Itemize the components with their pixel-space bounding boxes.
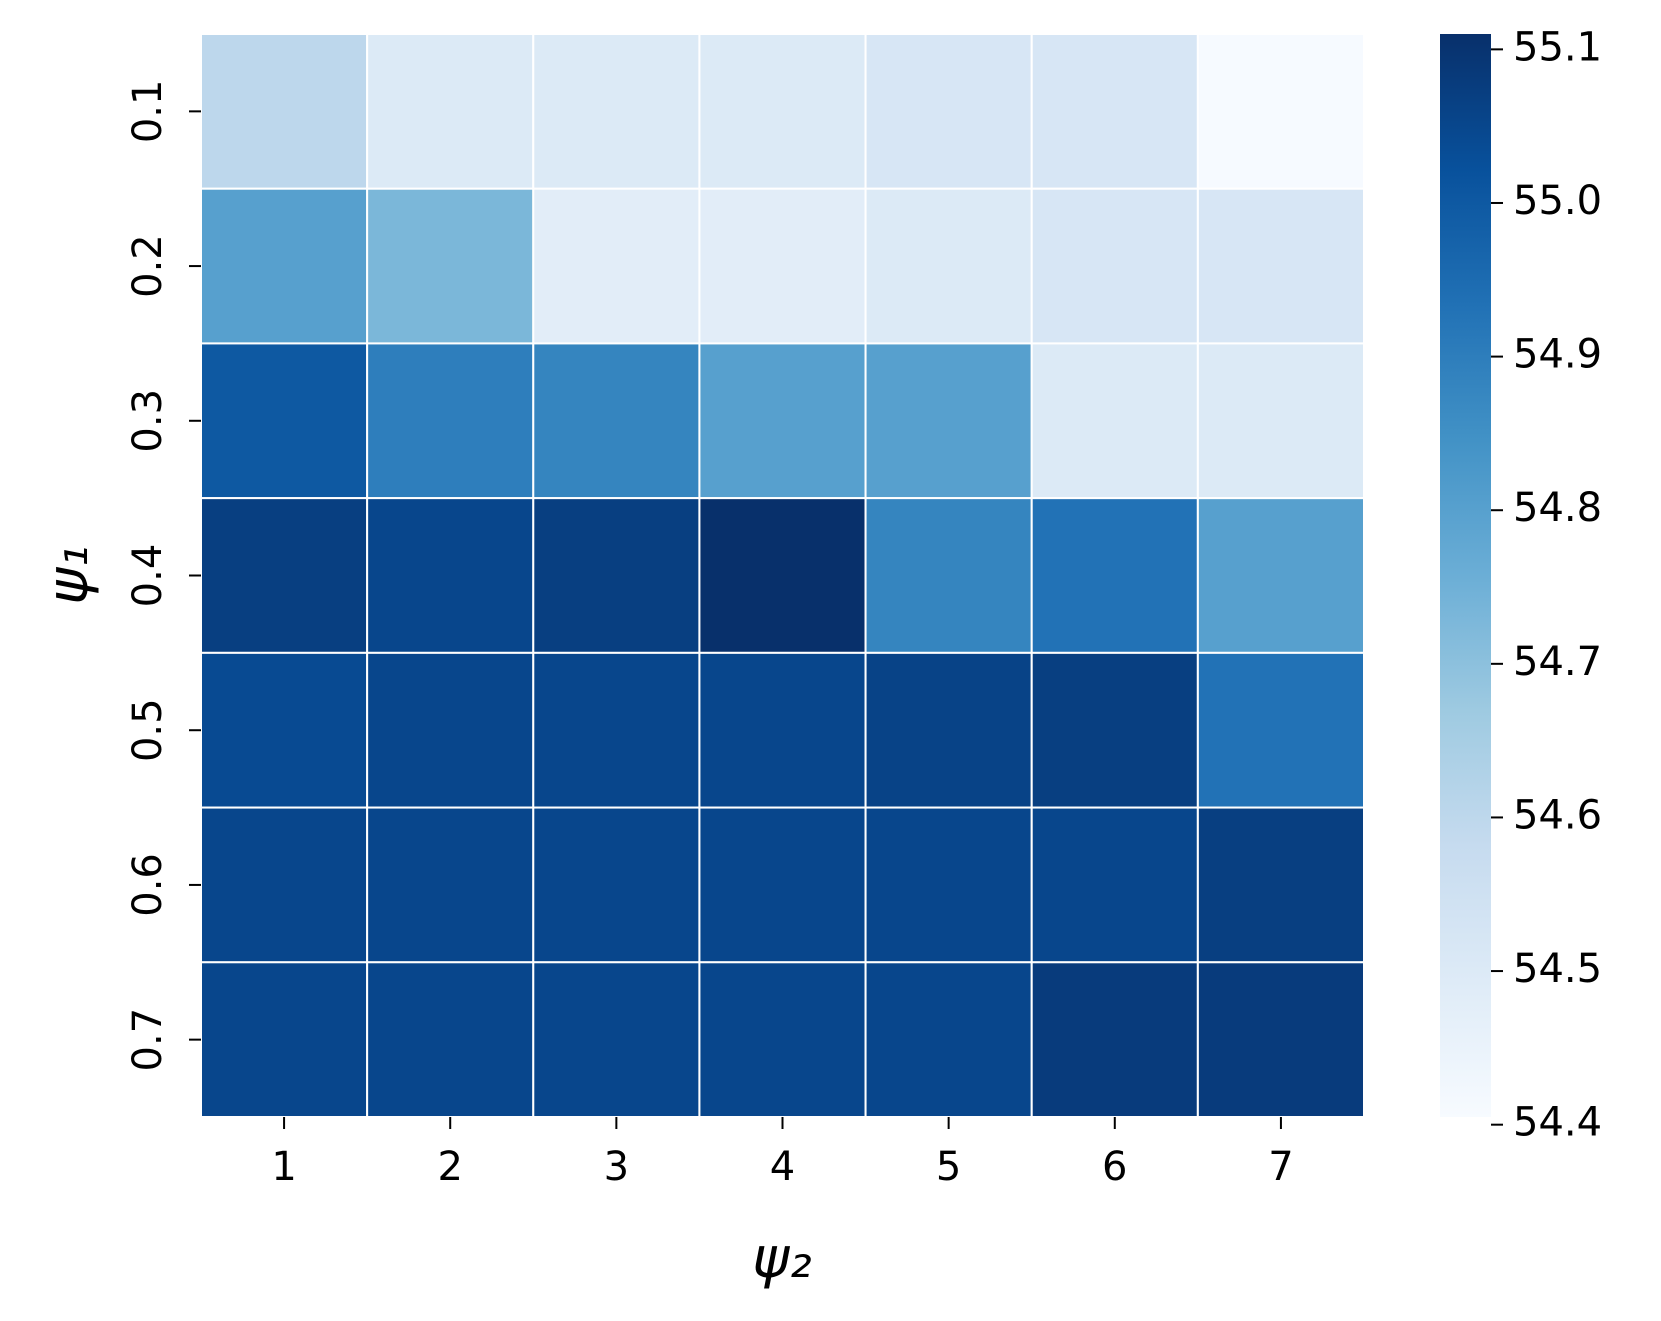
heatmap-cell (698, 806, 867, 964)
heatmap-cell (200, 342, 369, 500)
colorbar (1440, 34, 1491, 1117)
heatmap-cell (1030, 497, 1199, 654)
x-tick-label: 7 (1268, 1144, 1293, 1190)
x-axis-label: ψ₂ (752, 1226, 811, 1291)
heatmap-cell (532, 961, 701, 1118)
colorbar-tick-label: 55.0 (1513, 178, 1602, 224)
x-tick-label: 5 (936, 1144, 961, 1190)
heatmap-cell (366, 342, 535, 500)
heatmap-cell (532, 33, 701, 190)
heatmap-cell (366, 187, 535, 345)
heatmap-cell (532, 342, 701, 500)
y-tick-label: 0.3 (125, 389, 171, 453)
heatmap-cell (1196, 497, 1366, 654)
colorbar-tick-label: 55.1 (1513, 24, 1602, 70)
heatmap-cell (1196, 342, 1366, 500)
heatmap-cell (200, 961, 369, 1118)
heatmap-cell (1030, 33, 1199, 190)
heatmap-cell (532, 806, 701, 964)
heatmap-cell (698, 497, 867, 654)
heatmap-cell (366, 961, 535, 1118)
colorbar-tick-label: 54.6 (1513, 792, 1602, 838)
heatmap-cell (864, 651, 1033, 809)
heatmap-cell (698, 33, 867, 190)
heatmap-cell (200, 33, 369, 190)
heatmap-cell (366, 33, 535, 190)
y-tick-label: 0.2 (125, 234, 171, 298)
heatmap-cell (1030, 806, 1199, 964)
x-tick-label: 6 (1102, 1144, 1127, 1190)
x-tick-label: 4 (770, 1144, 795, 1190)
heatmap-cell (698, 961, 867, 1118)
x-tick-label: 2 (437, 1144, 462, 1190)
heatmap-cell (366, 806, 535, 964)
y-tick-label: 0.7 (125, 1008, 171, 1072)
heatmap-cell (200, 497, 369, 654)
heatmap-cell (864, 806, 1033, 964)
heatmap-cell (532, 497, 701, 654)
heatmap-cell (1030, 961, 1199, 1118)
heatmap-cell (1196, 806, 1366, 964)
heatmap-cell (698, 651, 867, 809)
heatmap-cell (864, 961, 1033, 1118)
colorbar-tick-label: 54.9 (1513, 332, 1602, 378)
heatmap-cell (1196, 187, 1366, 345)
y-tick-label: 0.4 (125, 544, 171, 608)
heatmap-cell (864, 187, 1033, 345)
y-tick-label: 0.6 (125, 853, 171, 917)
heatmap-cell (698, 187, 867, 345)
heatmap-cell (1030, 342, 1199, 500)
colorbar-tick-label: 54.4 (1513, 1100, 1602, 1146)
heatmap-cell (200, 651, 369, 809)
heatmap-cell (1196, 33, 1366, 190)
heatmap-cell (864, 497, 1033, 654)
heatmap-cell (200, 806, 369, 964)
heatmap-cell (366, 497, 535, 654)
heatmap-cell (1196, 651, 1366, 809)
heatmap-cell (200, 187, 369, 345)
colorbar-tick-label: 54.8 (1513, 485, 1602, 531)
heatmap-cell (1030, 651, 1199, 809)
y-axis-label: ψ₁ (36, 545, 101, 604)
colorbar-tick-label: 54.5 (1513, 946, 1602, 992)
heatmap-cell (864, 342, 1033, 500)
heatmap-cell (366, 651, 535, 809)
x-tick-label: 1 (271, 1144, 296, 1190)
heatmap-cell (1196, 961, 1366, 1118)
heatmap-cell (532, 651, 701, 809)
colorbar-tick-label: 54.7 (1513, 639, 1602, 685)
x-tick-label: 3 (604, 1144, 629, 1190)
y-tick-label: 0.1 (125, 80, 171, 144)
y-tick-label: 0.5 (125, 698, 171, 762)
heatmap-cell (532, 187, 701, 345)
heatmap-cell (698, 342, 867, 500)
heatmap-cell (1030, 187, 1199, 345)
heatmap-cell (864, 33, 1033, 190)
